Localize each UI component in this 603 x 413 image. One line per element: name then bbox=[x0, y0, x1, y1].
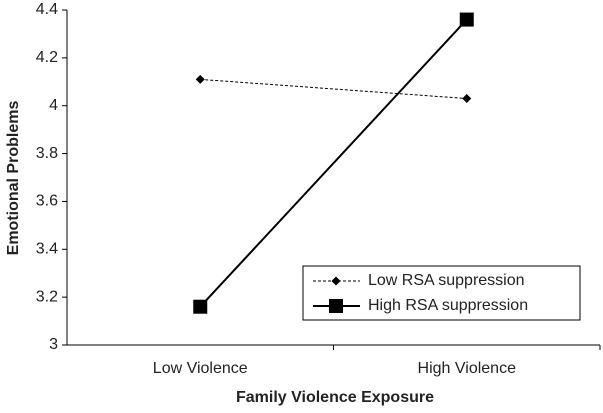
data-point bbox=[193, 299, 208, 314]
y-tick-label: 3.8 bbox=[36, 145, 58, 162]
legend-marker bbox=[329, 299, 343, 313]
y-tick-label: 3.6 bbox=[36, 193, 58, 210]
legend-label: Low RSA suppression bbox=[368, 272, 525, 289]
legend-marker bbox=[331, 276, 341, 286]
y-axis-title: Emotional Problems bbox=[5, 101, 22, 256]
y-tick-label: 4.4 bbox=[36, 1, 58, 18]
x-axis-title: Family Violence Exposure bbox=[236, 389, 434, 406]
x-tick-label: Low Violence bbox=[153, 360, 248, 377]
y-tick-label: 3.4 bbox=[36, 241, 58, 258]
legend-box bbox=[302, 265, 581, 321]
y-tick-label: 4 bbox=[49, 97, 58, 114]
legend-label: High RSA suppression bbox=[368, 297, 528, 314]
y-tick-label: 3.2 bbox=[36, 288, 58, 305]
data-point bbox=[462, 94, 472, 104]
y-tick-label: 4.2 bbox=[36, 49, 58, 66]
series-line bbox=[199, 18, 468, 308]
series-line bbox=[200, 78, 467, 100]
data-point bbox=[459, 12, 474, 27]
x-tick-label: High Violence bbox=[418, 360, 517, 377]
data-point bbox=[195, 74, 205, 84]
y-tick-label: 3 bbox=[49, 336, 58, 353]
